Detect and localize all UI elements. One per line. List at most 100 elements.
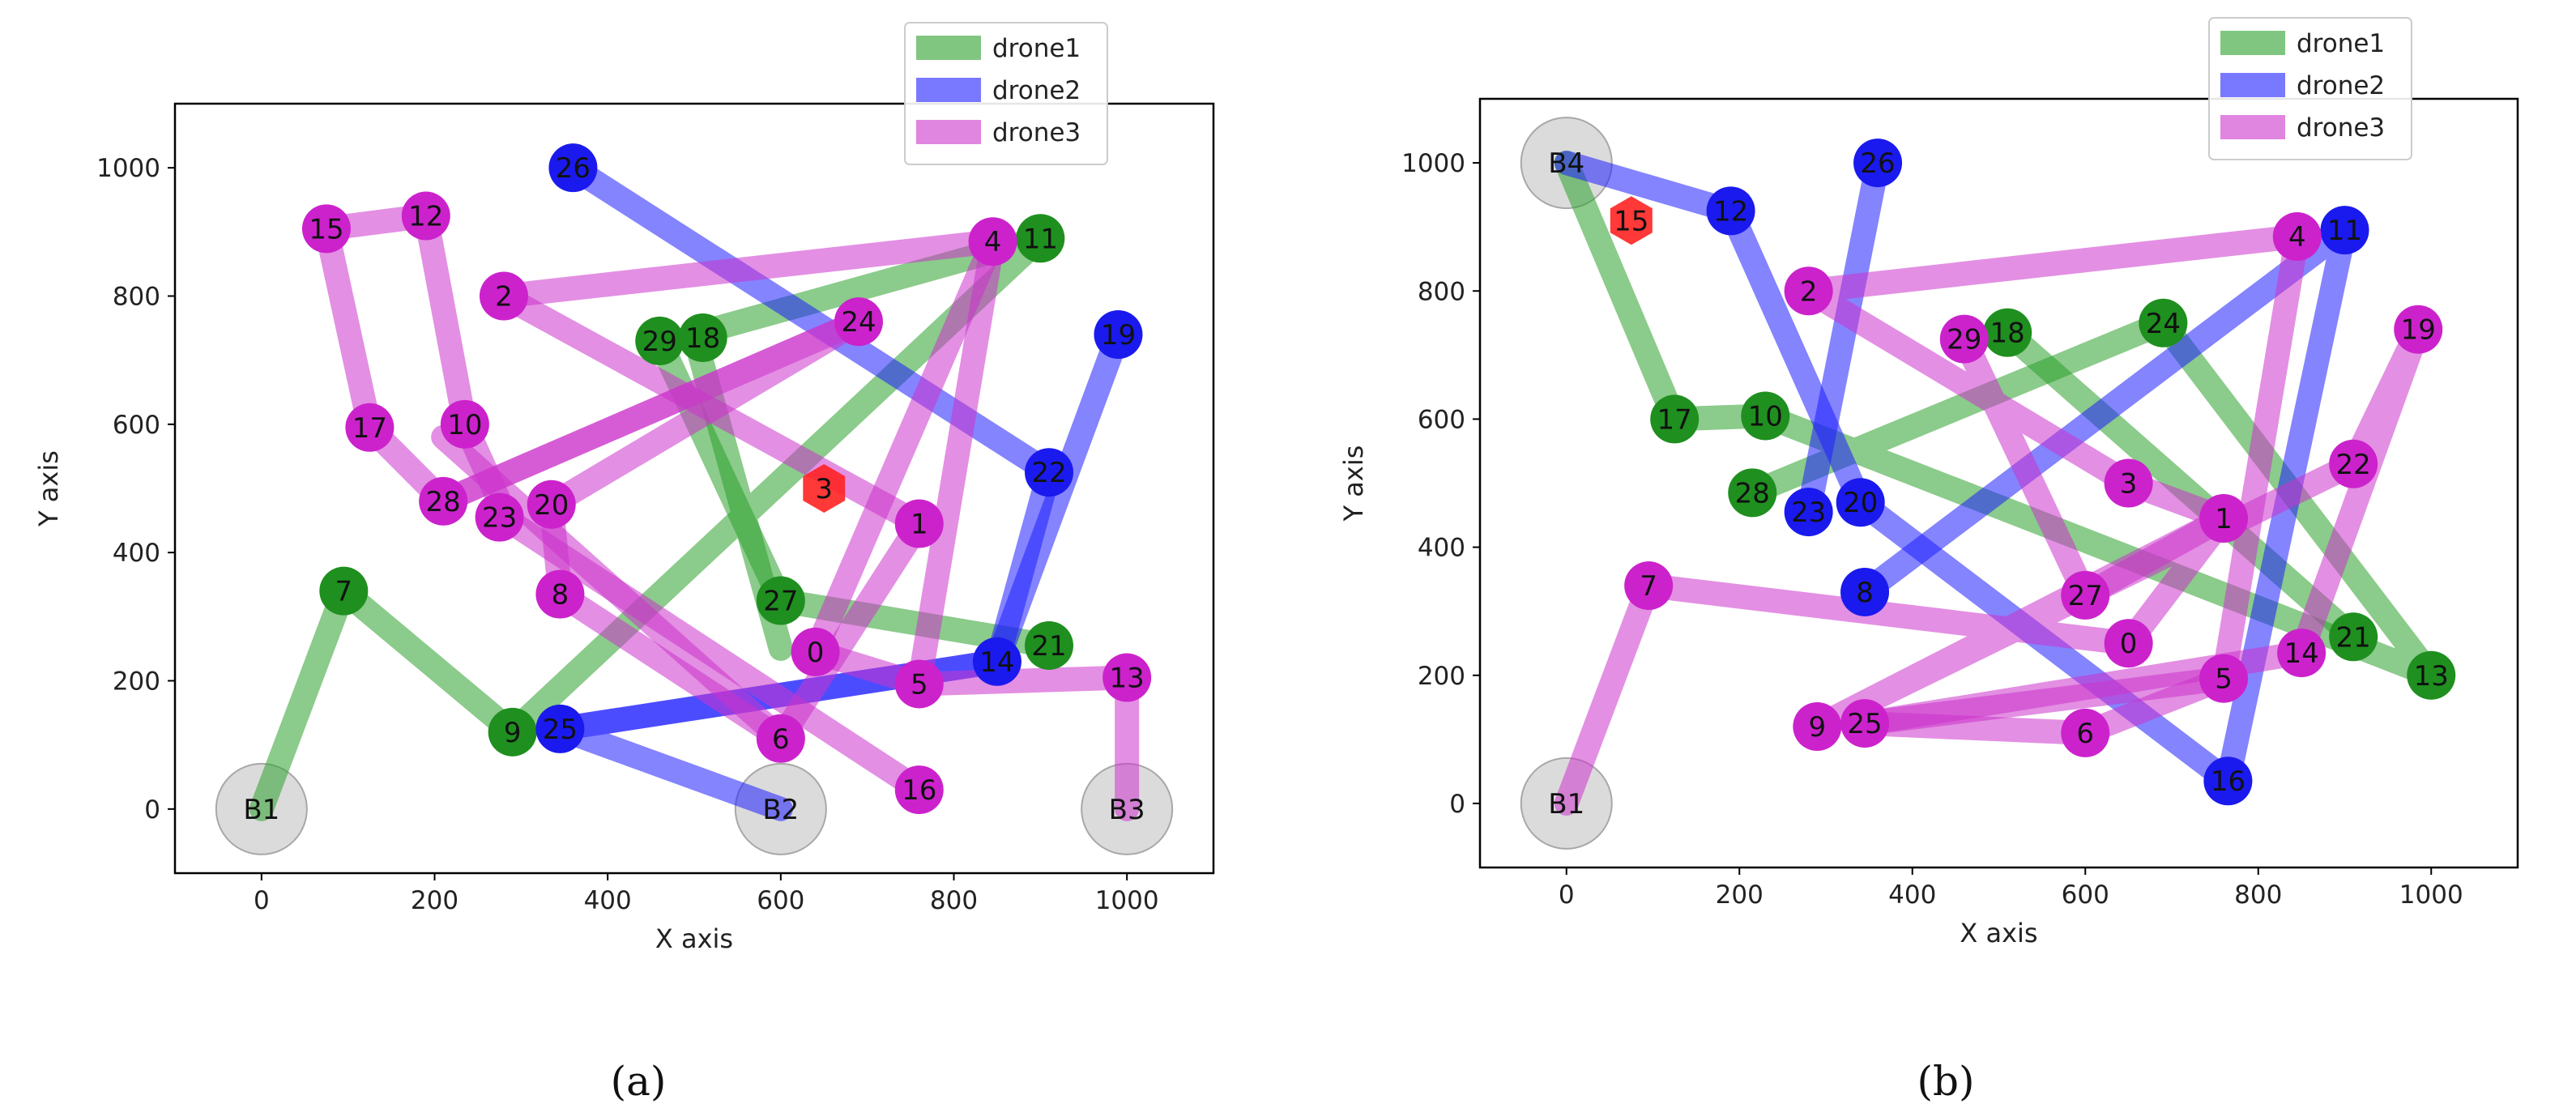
waypoint-node-label: 0 xyxy=(2120,628,2138,660)
waypoint-node-label: 12 xyxy=(408,201,443,233)
waypoint-node-label: 27 xyxy=(763,586,798,618)
legend-swatch-drone1 xyxy=(916,36,981,60)
waypoint-node-label: 17 xyxy=(1657,403,1692,436)
waypoint-node-label: 8 xyxy=(1856,577,1874,609)
waypoint-node xyxy=(2104,619,2153,668)
waypoint-node-label: 11 xyxy=(1023,223,1058,255)
legend-swatch-drone2 xyxy=(2220,73,2285,97)
waypoint-node-label: 15 xyxy=(309,213,343,245)
x-tick-label: 600 xyxy=(2062,880,2109,910)
waypoint-node xyxy=(2203,757,2253,806)
waypoint-node xyxy=(1836,478,1885,527)
waypoint-node xyxy=(319,566,369,616)
waypoint-node-label: 16 xyxy=(902,774,936,807)
waypoint-node xyxy=(535,704,585,753)
legend-swatch-drone1 xyxy=(2220,31,2285,55)
waypoint-node xyxy=(401,191,450,241)
x-tick-label: 1000 xyxy=(1095,886,1159,915)
waypoint-node-label: 22 xyxy=(2336,449,2371,481)
waypoint-node xyxy=(2329,439,2378,488)
legend-label-drone3: drone3 xyxy=(992,118,1081,147)
y-tick-label: 1000 xyxy=(96,154,160,183)
waypoint-node-label: 26 xyxy=(1860,147,1895,180)
waypoint-node-label: 0 xyxy=(807,637,825,669)
y-tick-label: 200 xyxy=(113,667,160,697)
waypoint-node-label: 29 xyxy=(1947,324,1981,356)
legend: drone1 drone2 drone3 xyxy=(904,22,1108,165)
waypoint-node xyxy=(2329,612,2378,662)
waypoint-node xyxy=(488,707,537,757)
waypoint-node-label: 22 xyxy=(1031,457,1066,489)
waypoint-node-label: 26 xyxy=(556,152,591,185)
waypoint-node-label: 20 xyxy=(534,489,569,522)
waypoint-node xyxy=(1728,468,1777,518)
waypoint-node-label: 2 xyxy=(1800,275,1818,308)
waypoint-node xyxy=(548,143,598,193)
waypoint-node-label: 4 xyxy=(984,226,1002,258)
waypoint-node xyxy=(2394,305,2443,354)
waypoint-node-label: 6 xyxy=(772,723,790,756)
waypoint-node-label: 1 xyxy=(911,509,928,541)
waypoint-node-label: 12 xyxy=(1713,195,1748,228)
waypoint-node xyxy=(1853,139,1903,188)
waypoint-node xyxy=(2272,212,2322,262)
waypoint-node-label: 16 xyxy=(2211,765,2245,798)
waypoint-node xyxy=(1784,488,1833,537)
legend-label-drone2: drone2 xyxy=(992,76,1081,105)
waypoint-node-label: 2 xyxy=(495,281,513,313)
waypoint-node-label: 5 xyxy=(911,668,928,701)
legend: drone1 drone2 drone3 xyxy=(2208,17,2412,160)
x-axis-label: X axis xyxy=(655,923,733,954)
waypoint-node xyxy=(1650,394,1700,444)
base-station-label: B3 xyxy=(1109,794,1145,826)
y-axis-label: Y axis xyxy=(33,450,64,527)
waypoint-node-label: 17 xyxy=(352,412,387,445)
waypoint-node xyxy=(894,765,944,815)
waypoint-node xyxy=(1793,702,1842,752)
route-drone2 xyxy=(1796,151,1891,525)
waypoint-node xyxy=(1706,186,1755,236)
x-tick-label: 600 xyxy=(757,886,804,915)
x-tick-label: 0 xyxy=(1559,880,1575,910)
waypoint-node xyxy=(1741,391,1790,441)
waypoint-node-label: 9 xyxy=(504,717,522,749)
waypoint-node-label: 25 xyxy=(1847,708,1882,740)
waypoint-node xyxy=(2061,570,2110,620)
panel-label: (a) xyxy=(611,1058,667,1104)
waypoint-node-label: 5 xyxy=(2215,663,2233,696)
waypoint-node xyxy=(678,313,727,362)
y-tick-label: 600 xyxy=(1418,405,1465,434)
legend-swatch-drone2 xyxy=(916,78,981,102)
waypoint-node xyxy=(1840,567,1890,616)
route-drone1 xyxy=(1554,151,2444,688)
waypoint-node xyxy=(972,637,1021,686)
waypoint-node xyxy=(1025,448,1074,497)
waypoint-node xyxy=(345,403,395,452)
waypoint-node-label: 18 xyxy=(685,322,720,355)
waypoint-node xyxy=(968,217,1017,266)
waypoint-node-label: 13 xyxy=(1110,663,1145,695)
y-tick-label: 800 xyxy=(113,283,160,312)
legend-label-drone1: drone1 xyxy=(2297,29,2385,58)
y-tick-label: 1000 xyxy=(1401,149,1465,178)
waypoint-node xyxy=(834,297,883,347)
waypoint-node xyxy=(1094,310,1143,359)
waypoint-node-label: 21 xyxy=(1031,630,1066,663)
x-tick-label: 200 xyxy=(411,886,458,915)
x-tick-label: 1000 xyxy=(2399,880,2463,910)
waypoint-node-label: 19 xyxy=(2401,314,2436,347)
x-tick-label: 400 xyxy=(584,886,632,915)
panel-label: (b) xyxy=(1917,1058,1974,1104)
waypoint-node xyxy=(440,399,489,449)
waypoint-node-label: 28 xyxy=(1735,477,1770,509)
waypoint-node-label: 20 xyxy=(1843,487,1878,519)
waypoint-node-label: 23 xyxy=(1791,497,1826,529)
waypoint-node xyxy=(1983,308,2032,357)
waypoint-node xyxy=(1016,214,1065,263)
route-drone1 xyxy=(1995,320,2366,650)
waypoint-node xyxy=(2320,206,2369,255)
waypoint-node xyxy=(527,480,576,529)
waypoint-node xyxy=(2199,493,2249,543)
waypoint-node-label: 23 xyxy=(482,502,517,535)
waypoint-node-label: 7 xyxy=(335,576,353,608)
